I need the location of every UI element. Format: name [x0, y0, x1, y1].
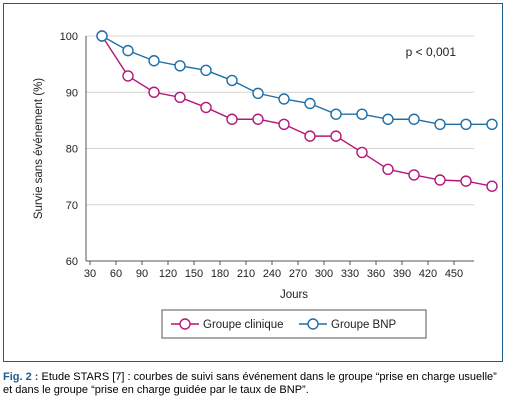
x-tick-label-3: 120 [159, 268, 177, 280]
data-point-s1-5 [226, 74, 238, 87]
p-value-annotation: p < 0,001 [406, 45, 457, 59]
y-tick-label-1: 70 [66, 200, 78, 212]
data-point-s0-4 [200, 101, 212, 114]
caption-text: Etude STARS [7] : courbes de suivi sans … [3, 371, 497, 396]
data-point-s0-12 [408, 169, 420, 181]
data-point-s1-9 [330, 108, 342, 120]
legend-marker-1 [307, 318, 319, 330]
data-point-s0-14 [460, 175, 472, 187]
data-point-s0-1 [122, 70, 134, 82]
x-tick-label-8: 270 [289, 268, 307, 280]
x-tick-label-1: 60 [110, 268, 122, 280]
data-point-s0-7 [278, 118, 290, 131]
x-tick-label-7: 240 [263, 268, 281, 280]
data-point-s1-15 [486, 118, 498, 131]
x-axis-title: Jours [280, 289, 308, 301]
data-point-s1-8 [304, 97, 316, 110]
line-chart: 60 70 80 90 100 30 60 90 120 150 180 210 240 270 300 33… [33, 30, 498, 339]
x-tick-label-10: 330 [341, 268, 359, 280]
data-point-s1-4 [200, 64, 212, 77]
x-tick-label-11: 360 [367, 268, 385, 280]
y-tick-label-3: 90 [66, 87, 78, 99]
y-tick-label-4: 100 [60, 31, 78, 43]
x-tick-label-13: 420 [419, 268, 437, 280]
caption-label: Fig. 2 : [3, 371, 39, 383]
data-point-s0-3 [174, 91, 186, 104]
data-point-s0-9 [330, 130, 342, 142]
x-tick-label-12: 390 [393, 268, 411, 280]
y-tick-label-2: 80 [66, 144, 78, 156]
data-point-s1-14 [460, 118, 472, 131]
x-tick-label-14: 450 [445, 268, 463, 280]
data-point-s0-5 [226, 113, 238, 125]
data-point-s1-2 [148, 55, 160, 67]
x-tick-label-4: 150 [185, 268, 203, 280]
data-point-s0-2 [148, 86, 160, 98]
data-point-s1-1 [122, 44, 134, 57]
legend-label-0: Groupe clinique [203, 319, 284, 331]
legend-label-1: Groupe BNP [331, 319, 397, 331]
series-line-1 [101, 35, 492, 126]
data-point-s1-0 [96, 30, 108, 42]
data-point-s0-13 [434, 174, 446, 186]
y-axis-title: Survie sans événement (%) [33, 78, 45, 219]
x-tick-label-5: 180 [211, 268, 229, 280]
data-point-s0-10 [356, 146, 368, 159]
data-point-s1-3 [174, 60, 186, 72]
x-tick-label-0: 30 [84, 268, 96, 280]
data-point-s1-11 [382, 113, 394, 125]
data-point-s1-7 [278, 93, 290, 105]
data-point-s0-6 [252, 113, 264, 125]
data-point-s0-8 [304, 130, 316, 142]
data-point-s1-12 [408, 113, 420, 125]
data-point-s0-11 [382, 163, 394, 176]
data-point-s1-10 [356, 108, 368, 120]
legend-marker-0 [179, 318, 191, 330]
data-point-s1-6 [252, 87, 264, 100]
y-tick-label-0: 60 [66, 256, 78, 268]
series-line-0 [101, 35, 493, 187]
figure-caption: Fig. 2 : Etude STARS [7] : courbes de su… [3, 371, 505, 397]
x-tick-label-9: 300 [315, 268, 333, 280]
x-tick-label-2: 90 [136, 268, 148, 280]
data-point-s0-15 [486, 180, 498, 192]
x-tick-label-6: 210 [237, 268, 255, 280]
legend-box [161, 309, 427, 339]
data-point-s1-13 [434, 118, 446, 131]
